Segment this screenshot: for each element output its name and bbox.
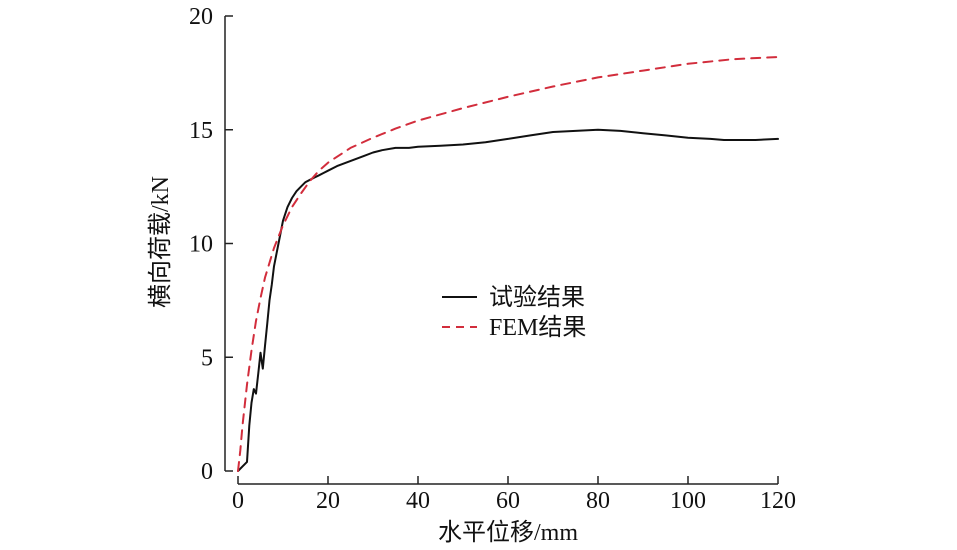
series-layer <box>237 56 779 472</box>
x-axis-label: 水平位移/mm <box>438 519 578 546</box>
y-tick-label: 5 <box>201 345 213 371</box>
series-line-test <box>237 128 779 472</box>
y-tick-label: 0 <box>201 459 213 485</box>
x-tick-label: 80 <box>586 488 610 514</box>
x-tick-label: 0 <box>232 488 244 514</box>
x-tick-label: 60 <box>496 488 520 514</box>
y-tick-label: 10 <box>189 232 213 258</box>
y-tick-label: 15 <box>189 118 213 144</box>
legend: 试验结果 FEM结果 <box>442 284 586 341</box>
y-tick-label: 20 <box>189 4 213 30</box>
x-tick-label: 100 <box>670 488 706 514</box>
x-tick-label: 20 <box>316 488 340 514</box>
axes: 0 5 10 15 20 0 20 40 60 80 100 120 <box>189 4 796 514</box>
x-tick-label: 120 <box>760 488 796 514</box>
x-tick-label: 40 <box>406 488 430 514</box>
y-axis-label: 横向荷载/kN <box>147 176 174 308</box>
series-line-fem <box>237 56 779 472</box>
legend-label-fem: FEM结果 <box>489 314 586 341</box>
legend-label-test: 试验结果 <box>489 284 585 311</box>
